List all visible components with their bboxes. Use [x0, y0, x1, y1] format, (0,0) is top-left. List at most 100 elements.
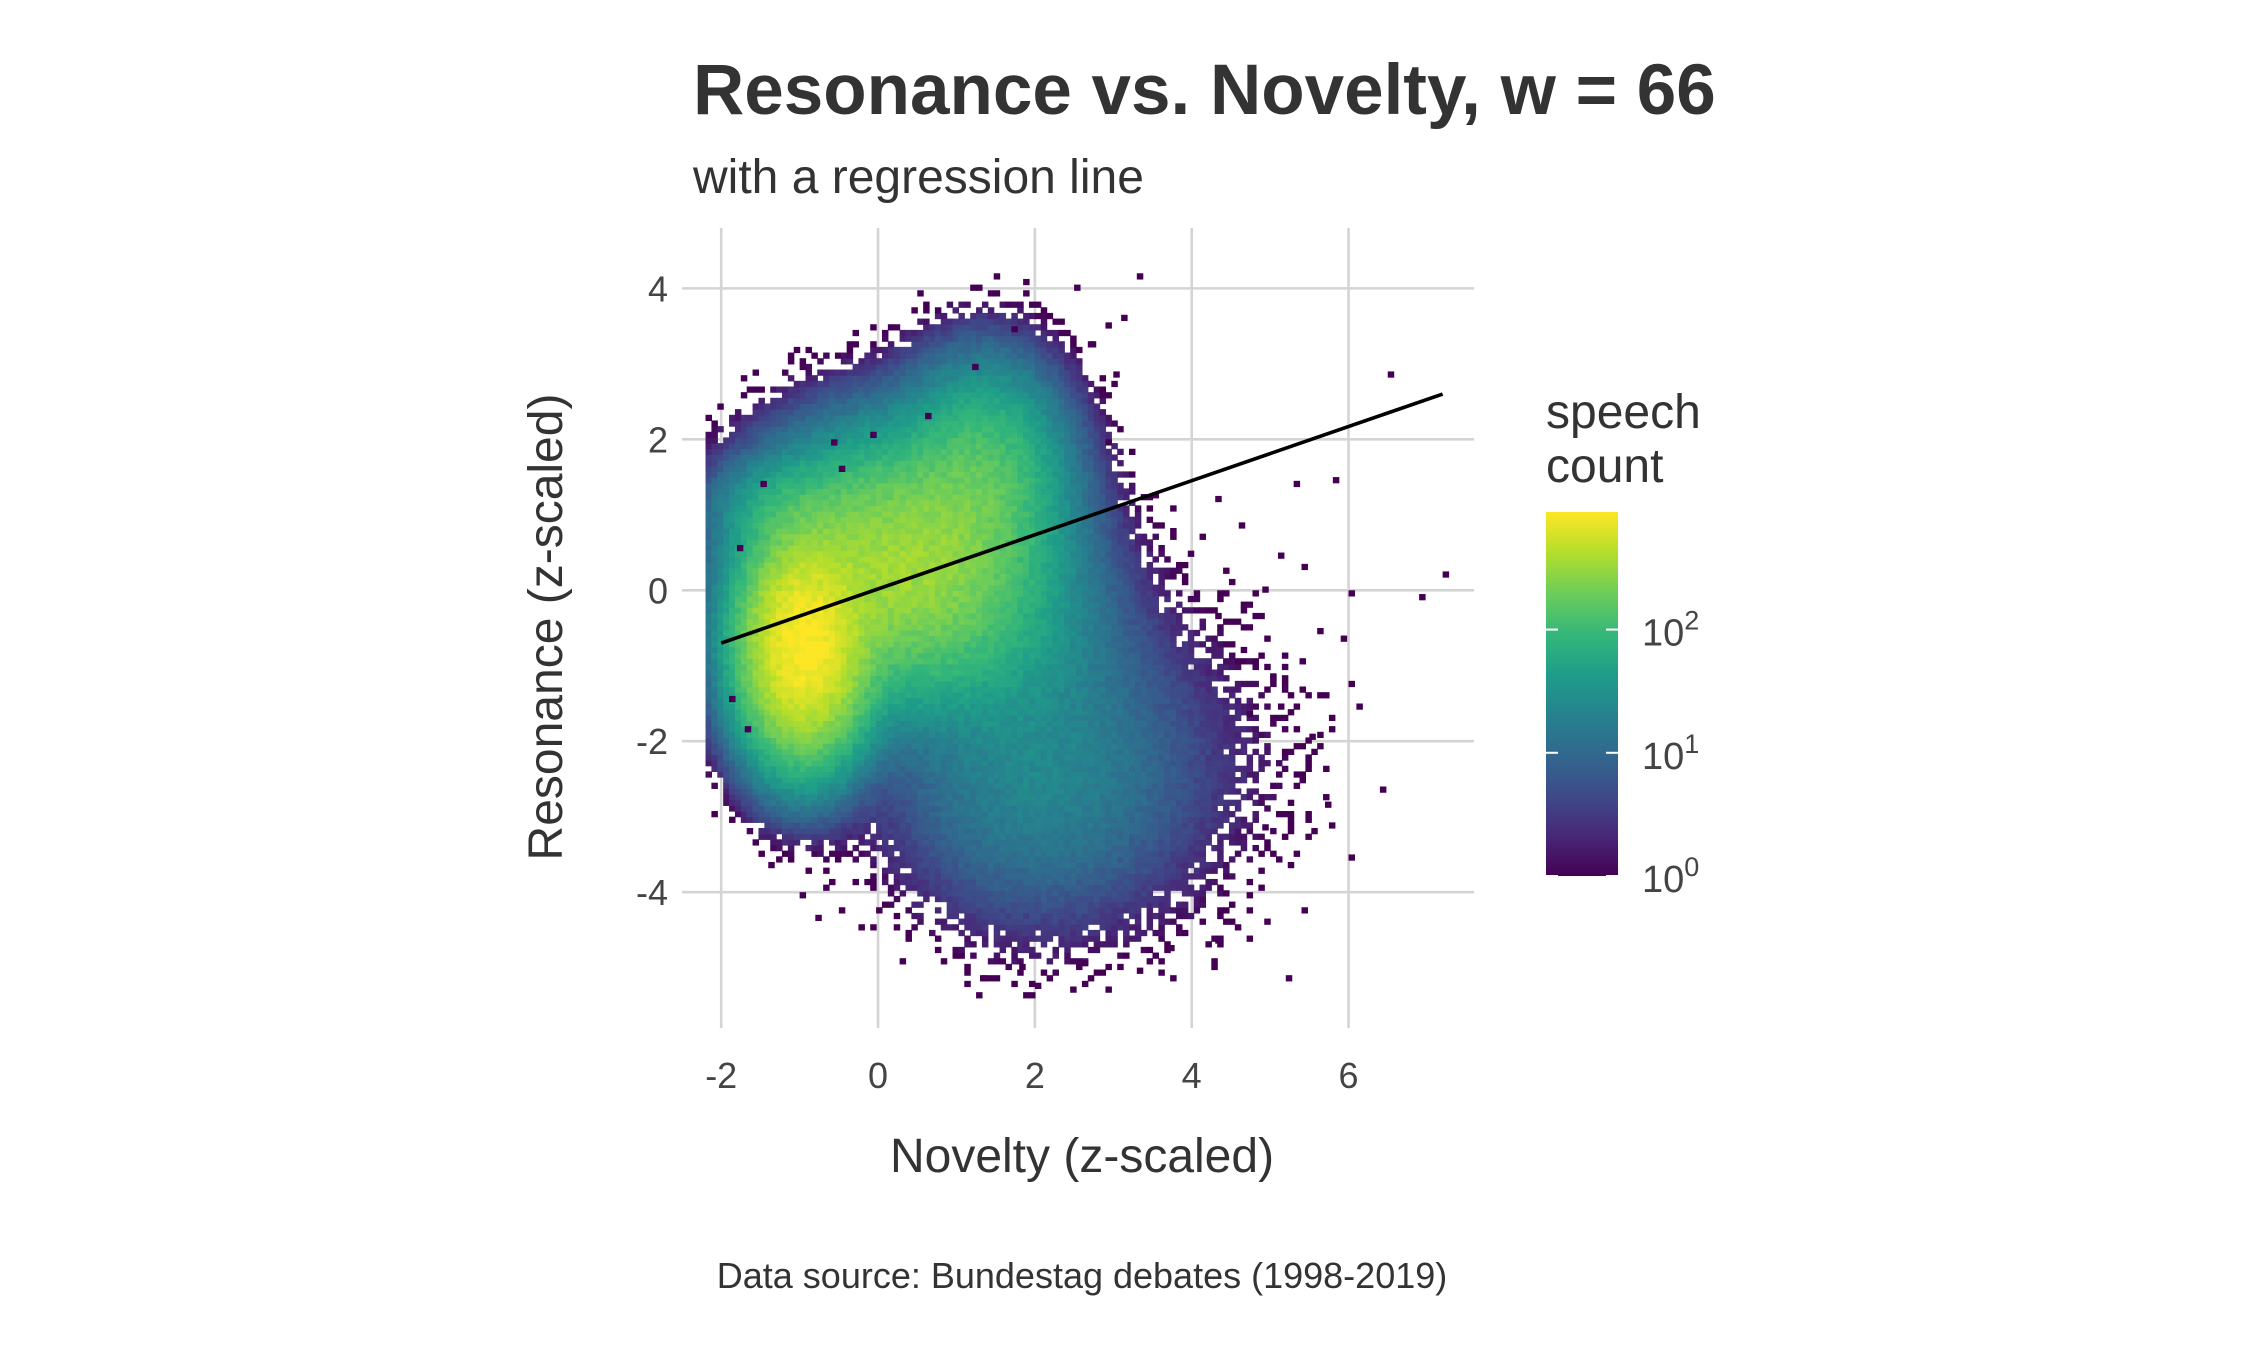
density-tile	[923, 646, 930, 654]
density-tile	[734, 494, 742, 501]
density-tile	[1011, 816, 1018, 823]
density-tile	[776, 794, 783, 801]
density-tile	[770, 816, 777, 823]
density-tile	[987, 748, 995, 756]
density-tile	[958, 720, 965, 727]
density-tile	[811, 737, 818, 744]
density-tile	[1017, 590, 1024, 597]
density-tile	[981, 443, 989, 450]
density-tile	[823, 799, 830, 806]
density-tile	[1011, 895, 1018, 903]
density-tile	[846, 663, 854, 671]
density-tile	[770, 573, 777, 580]
density-tile	[729, 539, 736, 546]
density-tile	[934, 895, 942, 903]
density-tile	[981, 878, 989, 886]
density-tile	[934, 658, 942, 665]
density-tile	[929, 426, 936, 433]
density-tile	[976, 522, 983, 529]
density-tile	[829, 612, 836, 620]
density-tile	[887, 692, 895, 699]
density-tile	[764, 556, 771, 563]
density-tile	[970, 641, 977, 648]
density-tile	[740, 471, 748, 478]
density-tile	[929, 363, 936, 371]
density-tile	[723, 629, 730, 637]
density-tile	[799, 471, 807, 478]
density-tile	[781, 811, 789, 818]
density-tile	[1017, 748, 1024, 756]
density-tile	[840, 550, 848, 557]
density-tile	[946, 346, 954, 354]
density-tile	[764, 590, 771, 597]
density-tile	[805, 584, 812, 591]
density-tile	[740, 544, 748, 552]
density-tile	[899, 720, 907, 727]
density-tile	[1017, 856, 1024, 863]
density-tile	[905, 618, 912, 625]
density-tile	[881, 471, 889, 478]
density-tile	[893, 448, 901, 456]
density-tile	[993, 720, 1001, 727]
density-tile	[999, 539, 1007, 546]
density-tile	[1005, 363, 1012, 371]
density-tile	[817, 675, 824, 682]
density-tile	[1011, 358, 1018, 365]
density-tile	[764, 669, 771, 676]
density-tile	[840, 482, 848, 489]
density-tile	[1005, 414, 1012, 422]
density-tile	[964, 550, 971, 557]
density-tile	[811, 448, 818, 456]
density-tile	[999, 907, 1007, 914]
density-tile	[734, 612, 742, 620]
density-tile	[711, 607, 718, 614]
density-tile	[876, 601, 883, 608]
density-tile	[976, 505, 983, 512]
density-tile	[740, 703, 748, 710]
density-tile	[864, 697, 871, 705]
density-tile	[793, 380, 801, 388]
density-tile	[870, 601, 877, 608]
density-tile	[917, 352, 924, 359]
density-tile	[929, 471, 936, 478]
density-tile	[887, 782, 895, 789]
density-tile	[840, 544, 848, 552]
density-tile	[852, 584, 860, 591]
density-tile	[805, 499, 812, 506]
density-tile	[964, 833, 971, 840]
density-tile	[976, 805, 983, 812]
density-tile	[758, 850, 765, 857]
density-tile	[729, 714, 736, 722]
density-tile	[1011, 907, 1018, 914]
density-tile	[952, 726, 960, 733]
density-tile	[899, 471, 907, 478]
density-tile	[887, 714, 895, 722]
density-tile	[917, 528, 924, 535]
density-tile	[940, 488, 948, 495]
density-tile	[840, 828, 848, 835]
density-tile	[917, 777, 924, 784]
density-tile	[752, 771, 760, 778]
density-tile	[952, 443, 960, 450]
density-tile	[864, 403, 871, 410]
density-tile	[776, 754, 783, 761]
density-tile	[999, 680, 1007, 688]
density-tile	[952, 318, 960, 325]
density-tile	[746, 697, 754, 705]
density-tile	[905, 465, 912, 472]
density-tile	[993, 397, 1001, 405]
density-tile	[952, 380, 960, 388]
density-tile	[787, 652, 795, 659]
density-tile	[870, 641, 877, 648]
density-tile	[1005, 907, 1012, 914]
density-tile	[952, 437, 960, 444]
density-tile	[864, 397, 871, 405]
density-tile	[911, 635, 918, 642]
density-tile	[734, 737, 742, 744]
density-tile	[958, 918, 965, 925]
density-tile	[817, 794, 824, 801]
density-tile	[1005, 533, 1012, 540]
density-tile	[852, 743, 860, 750]
density-tile	[999, 839, 1007, 846]
density-tile	[893, 488, 901, 495]
